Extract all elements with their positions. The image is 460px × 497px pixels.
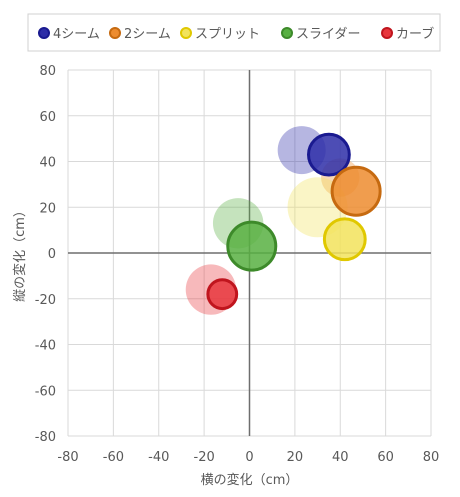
x-tick-label: -20 <box>194 450 215 465</box>
bubble-current <box>322 217 367 262</box>
y-tick-label: -40 <box>35 339 56 354</box>
y-axis-label: 縦の変化（cm） <box>12 204 28 302</box>
y-tick-label: 60 <box>39 110 56 125</box>
legend-frame <box>27 13 441 52</box>
x-tick-label: 40 <box>332 450 349 465</box>
y-tick-label: 0 <box>48 247 56 262</box>
legend-label: スライダー <box>296 27 360 42</box>
bubble-current <box>226 220 278 272</box>
bubble-current <box>330 165 382 217</box>
legend-marker <box>281 27 293 39</box>
legend-label: カーブ <box>396 26 434 42</box>
legend-marker <box>381 27 393 39</box>
x-tick-label: -80 <box>57 450 78 465</box>
y-tick-label: 40 <box>39 156 56 171</box>
x-tick-label: 60 <box>377 450 394 465</box>
legend-marker <box>180 27 192 39</box>
y-tick-label: -20 <box>35 293 56 308</box>
legend-label: 4シーム <box>53 27 100 42</box>
y-tick-label: 20 <box>39 201 56 216</box>
legend: 4シーム 2シーム スプリット スライダー カーブ <box>27 13 441 52</box>
legend-label: 2シーム <box>124 27 171 42</box>
y-tick-label: -60 <box>35 384 56 399</box>
legend-label: スプリット <box>195 27 260 42</box>
bubble-current <box>206 278 239 311</box>
x-axis-label: 横の変化（cm） <box>201 472 299 488</box>
legend-marker <box>109 27 121 39</box>
bubble-current <box>307 132 351 177</box>
x-tick-label: 80 <box>423 450 440 465</box>
tick-labels: -80 -60 -40 -20 0 20 40 60 80 -80 -60 -40 -20 0 20 40 60… <box>35 64 440 465</box>
x-tick-label: -40 <box>148 450 169 465</box>
y-tick-label: -80 <box>35 430 56 445</box>
bubbles <box>185 126 382 315</box>
x-tick-label: 0 <box>245 450 253 465</box>
y-tick-label: 80 <box>39 64 56 79</box>
legend-marker <box>38 27 50 39</box>
x-tick-label: 20 <box>287 450 304 465</box>
x-tick-label: -60 <box>103 450 124 465</box>
